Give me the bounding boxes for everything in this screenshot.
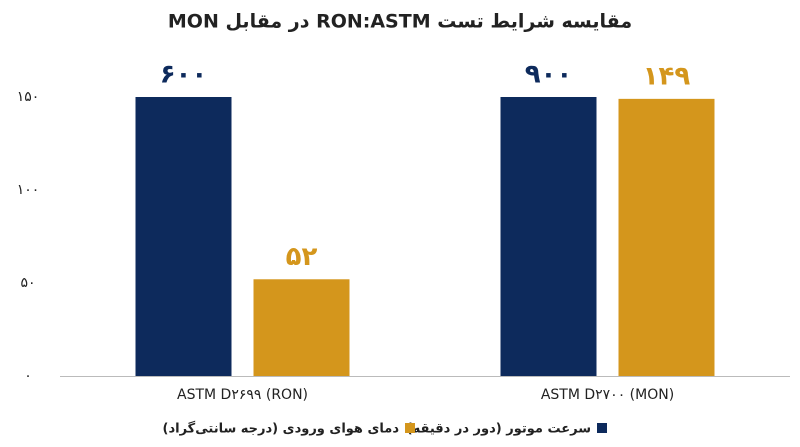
chart-title: مقایسه شرایط تست RON:ASTM در مقابل MON	[168, 11, 632, 33]
y-tick-label: ۱۰۰	[17, 182, 40, 198]
bar	[618, 98, 715, 376]
legend-swatch	[405, 423, 415, 433]
legend-label: سرعت موتور (دور در دقیقه)	[407, 422, 591, 437]
value-label: ۱۴۹	[643, 61, 691, 91]
bar	[135, 97, 232, 376]
bar	[500, 97, 597, 376]
y-tick-label: ۰	[24, 368, 32, 384]
x-tick-label: ASTM D۲۶۹۹ (RON)	[177, 387, 308, 403]
value-label: ۵۲	[286, 242, 318, 272]
y-tick-label: ۵۰	[20, 275, 35, 291]
plot-area	[135, 97, 715, 376]
value-label: ۶۰۰	[160, 60, 208, 90]
x-tick-label: ASTM D۲۷۰۰ (MON)	[541, 387, 674, 403]
bar	[253, 279, 350, 376]
legend-label: دمای هوای ورودی (درجه سانتی‌گراد)	[163, 421, 400, 437]
legend-swatch	[597, 423, 607, 433]
y-tick-label: ۱۵۰	[17, 89, 40, 105]
value-label: ۹۰۰	[525, 60, 573, 90]
